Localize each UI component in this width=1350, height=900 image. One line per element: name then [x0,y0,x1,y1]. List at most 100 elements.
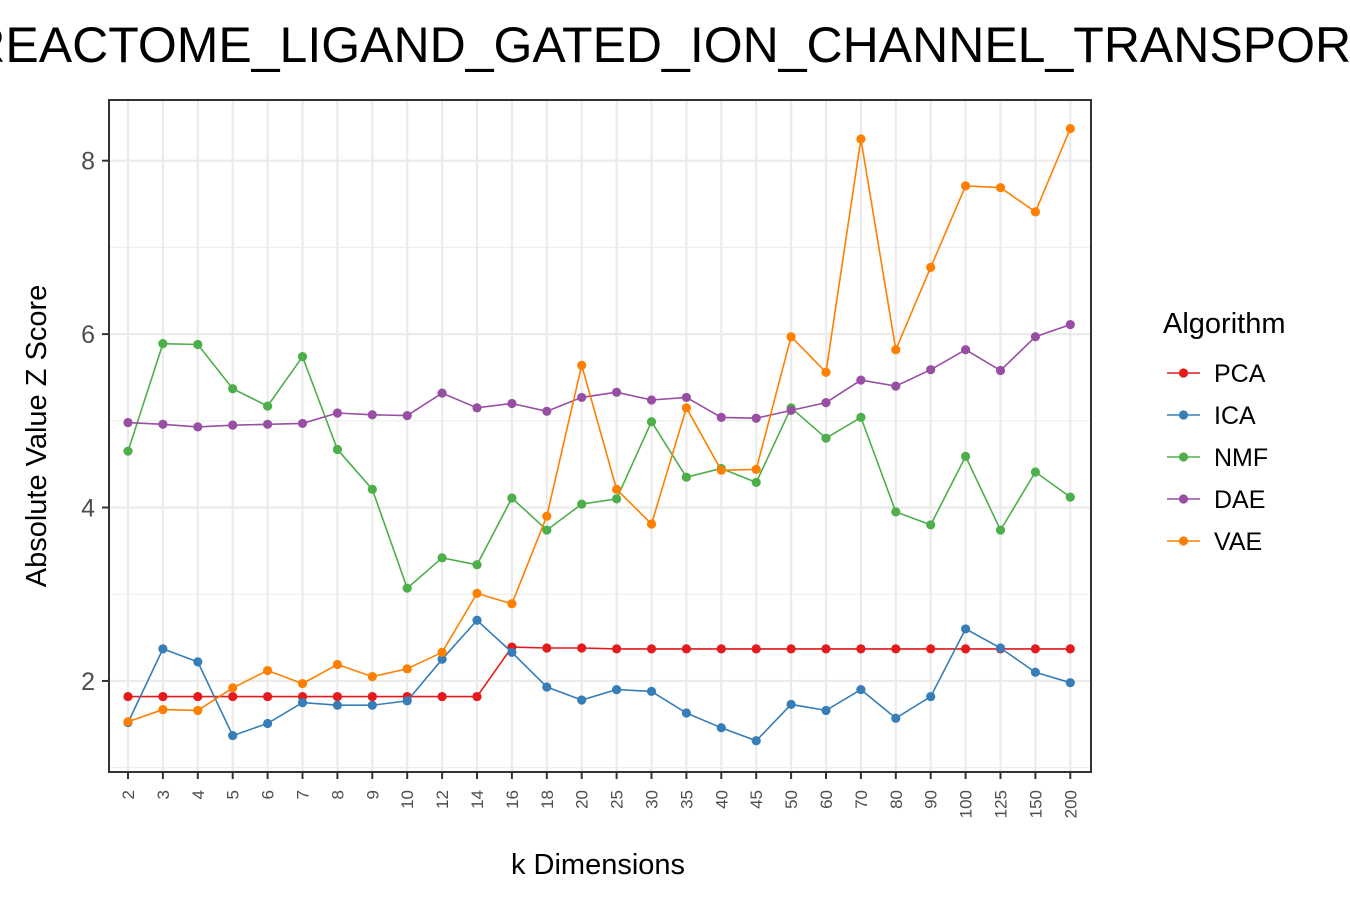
data-point [926,644,936,654]
data-point [507,493,517,503]
data-point [926,262,936,272]
data-point [332,700,342,710]
data-point [158,339,168,349]
data-point [995,525,1006,535]
x-tick-label: 6 [259,790,278,799]
legend-label: ICA [1214,402,1256,430]
data-point [786,644,796,654]
data-point [786,405,796,416]
data-point [612,494,622,504]
data-point [891,713,901,723]
data-point [961,644,971,654]
x-tick-label: 90 [922,790,941,809]
data-point [297,698,308,708]
data-point [367,672,377,682]
data-point [297,352,308,362]
data-point [716,723,726,733]
x-axis-title: k Dimensions [511,849,685,881]
legend-item-vae: VAE [1167,528,1262,556]
legend-key-point [1178,494,1189,504]
data-point [542,406,552,416]
data-point [751,736,761,746]
data-point [472,691,482,702]
chart-title: REACTOME_LIGAND_GATED_ION_CHANNEL_TRANSP… [0,17,1350,73]
data-point [995,643,1006,653]
series-line-pca [128,646,1071,698]
data-point [716,644,726,654]
data-point [367,691,377,702]
data-point [193,657,203,667]
y-tick-label: 4 [81,495,95,523]
data-point [193,705,203,716]
data-point [193,422,203,432]
data-point [681,644,692,654]
data-point [332,691,342,702]
data-point [612,644,622,654]
x-tick-label: 25 [608,790,627,809]
y-tick-label: 6 [81,321,95,349]
data-point [228,730,238,741]
data-point [681,472,692,482]
x-tick-label: 30 [643,790,662,809]
data-point [297,678,308,689]
data-point [472,403,482,413]
data-point [193,339,203,350]
x-tick-label: 70 [852,790,871,809]
series-line-ica [127,619,1071,742]
data-point [681,392,692,403]
data-point [856,134,866,144]
data-point [961,451,971,461]
data-point [961,345,971,355]
x-tick-label: 60 [817,790,836,809]
data-point [751,413,761,423]
series-dae [123,319,1075,432]
data-point [542,643,552,653]
data-point [332,659,342,670]
legend-label: PCA [1214,360,1266,388]
x-tick-label: 150 [1026,790,1045,818]
data-point [263,419,273,429]
x-tick-label: 80 [887,790,906,809]
plot-background [109,100,1091,772]
data-point [681,403,692,413]
x-tick-label: 12 [433,790,452,809]
data-point [402,664,412,674]
legend-key-point [1178,410,1189,420]
data-point [437,691,447,702]
series-line-dae [127,323,1071,428]
data-point [158,691,168,702]
data-point [577,695,587,705]
data-point [1065,319,1075,330]
data-point [961,181,971,191]
y-axis-title: Absolute Value Z Score [21,285,53,588]
legend-title: Algorithm [1163,308,1286,340]
data-point [123,691,133,702]
data-point [821,644,831,654]
data-point [507,398,517,409]
series-pca [123,642,1075,702]
data-point [856,644,866,654]
data-point [821,705,831,716]
y-tick-label: 8 [81,148,95,176]
plot-border [108,99,1092,773]
data-point [1065,492,1075,502]
data-point [716,465,726,475]
x-tick-label: 5 [224,790,243,799]
legend-item-dae: DAE [1167,486,1265,514]
data-point [995,365,1006,376]
data-point [716,412,726,422]
x-tick-label: 7 [294,790,313,799]
data-point [786,332,796,342]
series-line-vae [127,128,1072,723]
x-tick-label: 125 [992,790,1011,818]
x-tick-label: 10 [398,790,417,809]
x-tick-label: 35 [677,790,696,809]
data-point [402,411,412,421]
data-point [1030,644,1040,654]
y-tick-label: 2 [81,668,95,696]
data-point [821,433,831,443]
x-tick-label: 50 [782,790,801,809]
data-point [646,519,657,529]
data-point [926,691,936,702]
